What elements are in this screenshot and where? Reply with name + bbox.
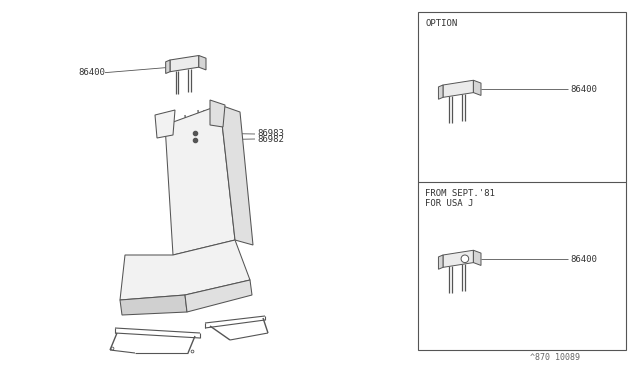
Bar bbox=[418, 12, 626, 350]
Polygon shape bbox=[155, 110, 175, 138]
Text: FOR USA J: FOR USA J bbox=[425, 199, 474, 208]
Text: FROM SEPT.'81: FROM SEPT.'81 bbox=[425, 189, 495, 198]
Polygon shape bbox=[474, 80, 481, 96]
Polygon shape bbox=[443, 80, 474, 97]
Text: 86400: 86400 bbox=[78, 68, 105, 77]
Text: OPTION: OPTION bbox=[425, 19, 457, 28]
Polygon shape bbox=[165, 105, 235, 255]
Polygon shape bbox=[438, 255, 443, 269]
Text: 86400: 86400 bbox=[570, 85, 597, 94]
Text: 86982: 86982 bbox=[257, 135, 284, 144]
Polygon shape bbox=[170, 55, 199, 72]
Polygon shape bbox=[185, 280, 252, 312]
Polygon shape bbox=[443, 250, 474, 267]
Polygon shape bbox=[120, 240, 250, 300]
Polygon shape bbox=[210, 100, 225, 127]
Text: ^870 10089: ^870 10089 bbox=[530, 353, 580, 362]
Text: 86983: 86983 bbox=[257, 129, 284, 138]
Polygon shape bbox=[474, 250, 481, 266]
Polygon shape bbox=[120, 295, 187, 315]
Polygon shape bbox=[199, 55, 206, 70]
Polygon shape bbox=[220, 105, 253, 245]
Polygon shape bbox=[166, 60, 170, 74]
Circle shape bbox=[461, 255, 468, 263]
Text: 86400: 86400 bbox=[570, 255, 597, 264]
Polygon shape bbox=[438, 85, 443, 99]
